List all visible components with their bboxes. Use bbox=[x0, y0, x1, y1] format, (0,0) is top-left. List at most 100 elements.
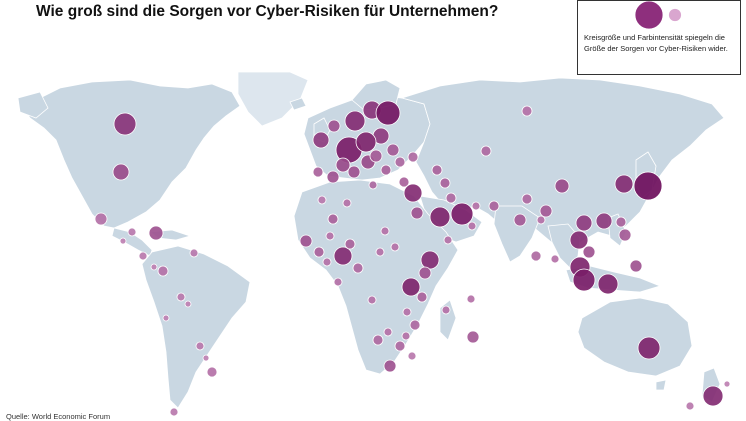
country-bubble bbox=[313, 246, 325, 258]
country-bubble bbox=[416, 291, 428, 303]
country-bubble bbox=[554, 178, 570, 194]
country-bubble bbox=[439, 177, 451, 189]
country-bubble bbox=[615, 216, 627, 228]
country-bubble bbox=[325, 231, 335, 241]
country-bubble bbox=[471, 201, 481, 211]
country-bubble bbox=[202, 354, 210, 362]
country-bubble bbox=[618, 228, 632, 242]
country-bubble bbox=[206, 366, 218, 378]
country-bubble bbox=[327, 119, 341, 133]
country-bubble bbox=[466, 294, 476, 304]
country-bubble bbox=[445, 192, 457, 204]
country-bubble bbox=[127, 227, 137, 237]
country-bubble bbox=[480, 145, 492, 157]
land-madagascar bbox=[439, 299, 457, 341]
legend-symbols bbox=[634, 1, 682, 30]
country-bubble bbox=[119, 237, 127, 245]
country-bubble bbox=[195, 341, 205, 351]
country-bubble bbox=[597, 273, 619, 295]
legend-circle-large bbox=[634, 1, 664, 30]
country-bubble bbox=[150, 263, 158, 271]
country-bubble bbox=[572, 268, 596, 292]
land-alaska bbox=[17, 91, 49, 119]
country-bubble bbox=[443, 235, 453, 245]
country-bubble bbox=[539, 204, 553, 218]
country-bubble bbox=[403, 183, 423, 203]
country-bubble bbox=[367, 295, 377, 305]
land-north-america bbox=[21, 79, 241, 229]
country-bubble bbox=[189, 248, 199, 258]
map-title: Wie groß sind die Sorgen vor Cyber-Risik… bbox=[36, 3, 499, 20]
country-bubble bbox=[685, 401, 695, 411]
country-bubble bbox=[372, 334, 384, 346]
legend-box: Kreisgröße und Farbintensität spiegeln d… bbox=[577, 0, 741, 75]
country-bubble bbox=[407, 351, 417, 361]
country-bubble bbox=[317, 195, 327, 205]
country-bubble bbox=[342, 198, 352, 208]
country-bubble bbox=[429, 206, 451, 228]
country-bubble bbox=[401, 331, 411, 341]
country-bubble bbox=[380, 164, 392, 176]
country-bubble bbox=[431, 164, 443, 176]
country-bubble bbox=[633, 171, 663, 201]
country-bubble bbox=[312, 131, 330, 149]
country-bubble bbox=[441, 305, 451, 315]
country-bubble bbox=[355, 131, 377, 153]
country-bubble bbox=[450, 202, 474, 226]
country-bubble bbox=[162, 314, 170, 322]
country-bubble bbox=[322, 257, 332, 267]
country-bubble bbox=[614, 174, 634, 194]
country-bubble bbox=[333, 277, 343, 287]
country-bubble bbox=[375, 247, 385, 257]
country-bubble bbox=[530, 250, 542, 262]
country-bubble bbox=[402, 307, 412, 317]
country-bubble bbox=[637, 336, 661, 360]
country-bubble bbox=[488, 200, 500, 212]
country-bubble bbox=[176, 292, 186, 302]
country-bubble bbox=[418, 266, 432, 280]
country-bubble bbox=[327, 213, 339, 225]
land-masses bbox=[17, 71, 725, 409]
country-bubble bbox=[138, 251, 148, 261]
land-greenland bbox=[237, 71, 309, 127]
country-bubble bbox=[582, 245, 596, 259]
country-bubble bbox=[169, 407, 179, 417]
country-bubble bbox=[550, 254, 560, 264]
country-bubble bbox=[521, 193, 533, 205]
land-south-america bbox=[141, 245, 251, 409]
country-bubble bbox=[344, 238, 356, 250]
country-bubble bbox=[394, 156, 406, 168]
source-note: Quelle: World Economic Forum bbox=[6, 412, 111, 421]
country-bubble bbox=[352, 262, 364, 274]
country-bubble bbox=[326, 170, 340, 184]
country-bubble bbox=[157, 265, 169, 277]
country-bubble bbox=[723, 380, 731, 388]
country-bubble bbox=[466, 330, 480, 344]
country-bubble bbox=[380, 226, 390, 236]
country-bubble bbox=[407, 151, 419, 163]
country-bubble bbox=[401, 277, 421, 297]
country-bubble bbox=[184, 300, 192, 308]
country-bubble bbox=[369, 149, 383, 163]
land-india bbox=[493, 205, 541, 263]
country-bubble bbox=[312, 166, 324, 178]
country-bubble bbox=[386, 143, 400, 157]
country-bubble bbox=[148, 225, 164, 241]
country-bubble bbox=[702, 385, 724, 407]
country-bubble bbox=[333, 246, 353, 266]
country-bubble bbox=[344, 110, 366, 132]
country-bubble bbox=[410, 206, 424, 220]
country-bubble bbox=[595, 212, 613, 230]
country-bubble bbox=[368, 180, 378, 190]
country-bubble bbox=[383, 327, 393, 337]
legend-text: Kreisgröße und Farbintensität spiegeln d… bbox=[584, 33, 728, 53]
country-bubble bbox=[513, 213, 527, 227]
country-bubble bbox=[113, 112, 137, 136]
country-bubble bbox=[375, 100, 401, 126]
country-bubble bbox=[335, 157, 351, 173]
legend-circle-small bbox=[668, 8, 682, 22]
bubble-layer bbox=[94, 100, 731, 417]
country-bubble bbox=[467, 221, 477, 231]
country-bubble bbox=[569, 230, 589, 250]
